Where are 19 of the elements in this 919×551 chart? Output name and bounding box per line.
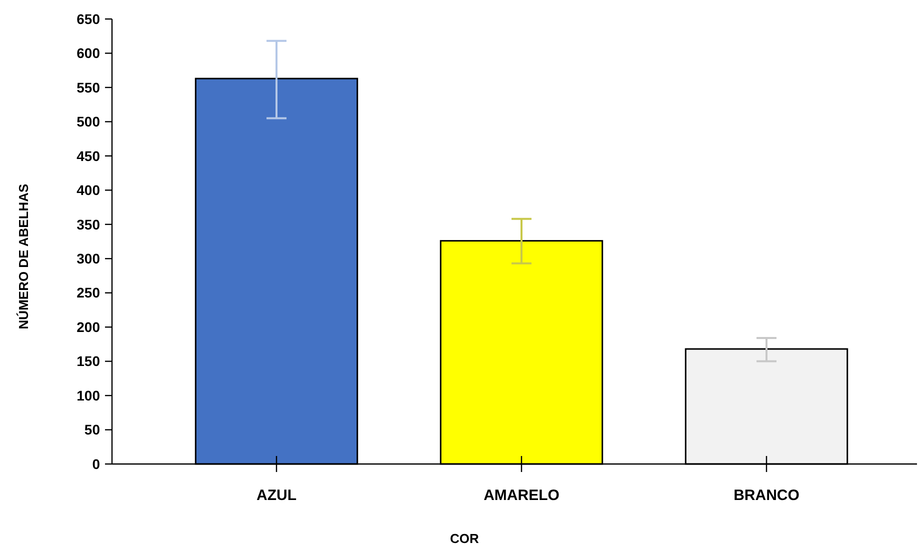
- y-axis-title: NÚMERO DE ABELHAS: [16, 183, 31, 330]
- y-tick-label: 100: [76, 387, 100, 404]
- y-tick-label: 50: [84, 422, 100, 438]
- x-tick-label: AMARELO: [484, 487, 560, 504]
- x-axis-title: COR: [450, 531, 480, 546]
- y-tick-label: 150: [76, 353, 100, 370]
- y-tick-label: 200: [76, 318, 100, 335]
- x-tick-label: BRANCO: [734, 487, 800, 504]
- y-tick-label: 350: [76, 216, 100, 232]
- y-tick-label: 250: [76, 284, 100, 301]
- y-tick-label: 0: [92, 456, 100, 472]
- y-tick-label: 650: [76, 10, 100, 27]
- x-tick-label: AZUL: [256, 487, 296, 504]
- y-tick-label: 550: [76, 79, 100, 96]
- y-tick-label: 500: [76, 114, 100, 130]
- y-tick-label: 600: [76, 45, 100, 62]
- y-tick-label: 450: [76, 148, 100, 164]
- y-tick-label: 300: [76, 250, 100, 267]
- y-tick-label: 400: [76, 182, 100, 198]
